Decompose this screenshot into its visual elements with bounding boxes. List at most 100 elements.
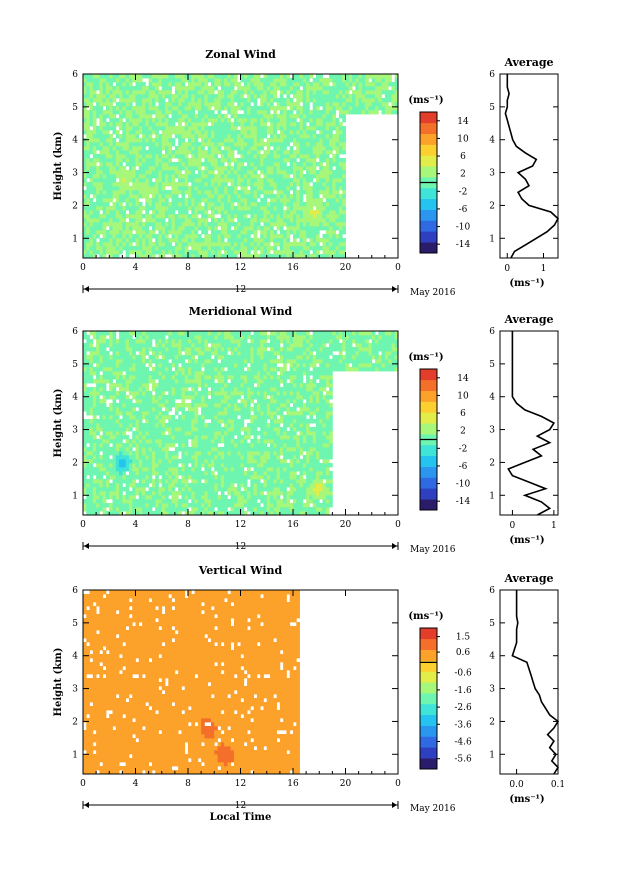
- heat-cell: [361, 110, 366, 115]
- heat-cell: [227, 154, 232, 159]
- heat-cell: [299, 110, 304, 115]
- heat-cell: [155, 234, 159, 239]
- heat-cell: [315, 142, 320, 147]
- heat-cell: [128, 230, 133, 235]
- heat-cell: [109, 98, 113, 103]
- heat-cell: [89, 503, 94, 508]
- heat-cell: [145, 339, 150, 344]
- heat-cell: [302, 238, 307, 243]
- heat-cell: [122, 351, 127, 356]
- heat-cell: [296, 90, 300, 95]
- heat-cell: [302, 242, 307, 247]
- heat-cell: [247, 142, 251, 147]
- heat-cell: [233, 126, 238, 131]
- heat-cell: [138, 86, 143, 91]
- heat-cell: [155, 206, 159, 211]
- heat-cell: [96, 170, 100, 175]
- heat-cell: [224, 82, 228, 87]
- heat-cell: [145, 90, 150, 95]
- heat-cell: [96, 383, 100, 388]
- heat-cell: [338, 162, 343, 167]
- heat-cell: [181, 479, 186, 484]
- heat-cell: [342, 202, 346, 207]
- heat-cell: [178, 331, 182, 336]
- heat-cell: [99, 363, 104, 368]
- heat-cell: [197, 90, 202, 95]
- heat-cell: [250, 142, 255, 147]
- heat-cell: [276, 158, 281, 163]
- heat-cell: [210, 78, 215, 83]
- heat-cell: [122, 451, 127, 456]
- heat-cell: [135, 363, 140, 368]
- heat-cell: [115, 242, 120, 247]
- heat-cell: [105, 86, 110, 91]
- heat-cell: [138, 347, 143, 352]
- heat-cell: [161, 254, 166, 259]
- heat-cell: [184, 74, 189, 79]
- heat-cell: [184, 250, 189, 255]
- heat-cell: [197, 94, 202, 99]
- heat-cell: [119, 431, 123, 436]
- heat-cell: [210, 250, 215, 255]
- heat-cell: [322, 210, 327, 215]
- heat-cell: [119, 234, 123, 239]
- heat-cell: [276, 74, 281, 79]
- heat-cell: [145, 407, 150, 412]
- heat-cell: [394, 94, 399, 99]
- heat-cell: [299, 166, 304, 171]
- heat-cell: [233, 166, 238, 171]
- heat-cell: [302, 74, 307, 79]
- heat-cell: [220, 222, 225, 227]
- heat-cell: [227, 194, 232, 199]
- heat-cell: [270, 186, 274, 191]
- heat-cell: [148, 391, 153, 396]
- heat-cell: [319, 214, 323, 219]
- heat-cell: [240, 218, 245, 223]
- heat-cell: [174, 439, 179, 444]
- heat-cell: [135, 503, 140, 508]
- heat-cell: [158, 158, 163, 163]
- heat-cell: [151, 142, 156, 147]
- heat-cell: [174, 110, 179, 115]
- heat-cell: [119, 443, 123, 448]
- heat-cell: [105, 202, 110, 207]
- heat-cell: [325, 170, 330, 175]
- heat-cell: [217, 102, 222, 107]
- heat-cell: [142, 335, 146, 340]
- heat-cell: [322, 130, 327, 135]
- heat-cell: [89, 202, 94, 207]
- heat-cell: [322, 254, 327, 259]
- heat-cell: [233, 94, 238, 99]
- heat-cell: [302, 138, 307, 143]
- heat-cell: [181, 186, 186, 191]
- heat-cell: [293, 198, 297, 203]
- heat-cell: [86, 222, 90, 227]
- heat-cell: [283, 222, 287, 227]
- heat-cell: [293, 218, 297, 223]
- heat-cell: [151, 250, 156, 255]
- heat-cell: [145, 483, 150, 488]
- heat-cell: [128, 98, 133, 103]
- heat-cell: [240, 178, 245, 183]
- heat-cell: [132, 431, 136, 436]
- heat-cell: [158, 423, 163, 428]
- heat-cell: [224, 218, 228, 223]
- heat-cell: [86, 218, 90, 223]
- heat-cell: [168, 367, 172, 372]
- heat-cell: [230, 246, 235, 251]
- heat-cell: [171, 170, 176, 175]
- heat-cell: [394, 102, 399, 107]
- heat-cell: [270, 226, 274, 231]
- heat-cell: [270, 234, 274, 239]
- heat-cell: [191, 106, 195, 111]
- heat-cell: [253, 106, 258, 111]
- heat-cell: [161, 114, 166, 119]
- heat-cell: [115, 403, 120, 408]
- heat-cell: [151, 230, 156, 235]
- heat-cell: [148, 214, 153, 219]
- heat-cell: [181, 142, 186, 147]
- heat-cell: [319, 218, 323, 223]
- heat-cell: [102, 138, 107, 143]
- heat-cell: [158, 495, 163, 500]
- heat-cell: [99, 146, 104, 151]
